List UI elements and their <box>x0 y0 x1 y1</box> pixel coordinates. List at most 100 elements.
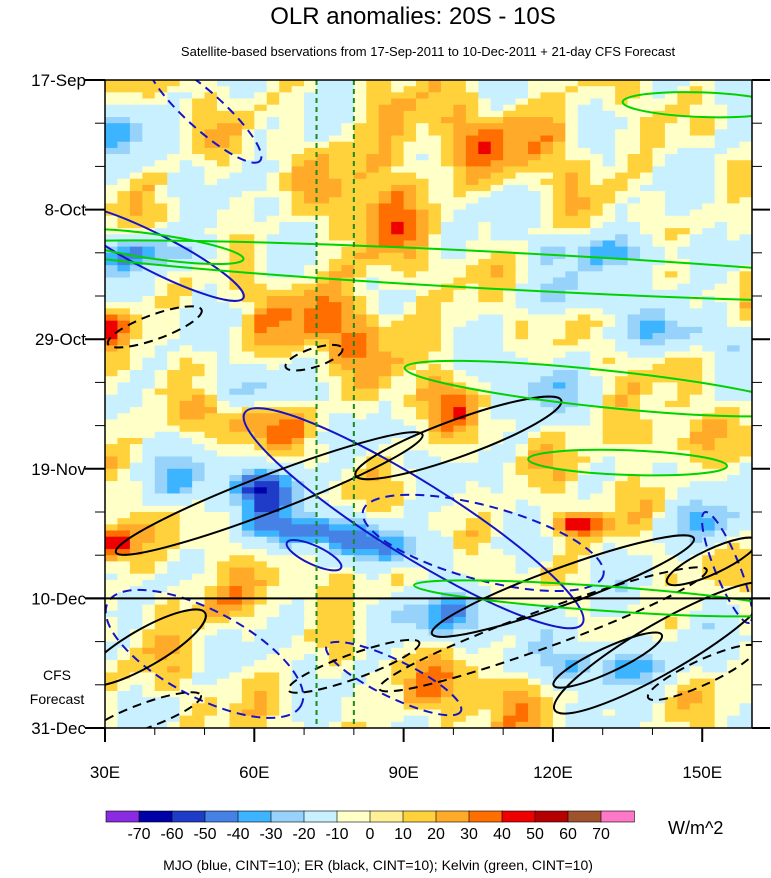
heatmap-cell <box>540 129 554 137</box>
heatmap-cell <box>590 228 604 235</box>
heatmap-cell <box>540 616 554 624</box>
heatmap-cell <box>129 376 143 383</box>
heatmap-cell <box>416 302 430 309</box>
heatmap-cell <box>129 518 143 525</box>
heatmap-cell <box>391 592 405 599</box>
heatmap-cell <box>640 394 654 402</box>
heatmap-cell <box>528 444 542 451</box>
heatmap-cell <box>602 456 616 464</box>
heatmap-cell <box>328 376 342 383</box>
heatmap-cell <box>117 567 131 575</box>
heatmap-cell <box>291 98 305 106</box>
heatmap-cell <box>105 228 119 235</box>
heatmap-cell <box>465 549 479 556</box>
heatmap-cell <box>366 419 380 427</box>
heatmap-cell <box>677 567 691 575</box>
heatmap-cell <box>216 629 231 637</box>
heatmap-cell <box>341 289 355 297</box>
heatmap-cell <box>167 184 181 192</box>
heatmap-cell <box>154 382 168 390</box>
heatmap-cell <box>105 184 119 192</box>
heatmap-cell <box>216 221 231 229</box>
heatmap-cell <box>652 382 666 390</box>
heatmap-cell <box>105 221 119 229</box>
heatmap-cell <box>179 413 193 421</box>
heatmap-cell <box>167 203 181 211</box>
heatmap-cell <box>478 98 492 106</box>
heatmap-cell <box>478 586 492 593</box>
heatmap-cell <box>615 80 629 87</box>
heatmap-cell <box>465 635 479 643</box>
heatmap-cell <box>279 505 293 513</box>
heatmap-cell <box>640 579 654 587</box>
heatmap-cell <box>739 474 752 482</box>
heatmap-cell <box>689 376 703 383</box>
heatmap-cell <box>241 129 255 137</box>
heatmap-cell <box>105 382 119 390</box>
heatmap-cell <box>702 160 716 167</box>
heatmap-cell <box>179 610 193 618</box>
heatmap-cell <box>129 86 143 93</box>
heatmap-cell <box>105 252 119 260</box>
heatmap-cell <box>341 351 355 359</box>
heatmap-cell <box>204 388 218 396</box>
heatmap-cell <box>590 394 604 402</box>
heatmap-cell <box>129 221 143 229</box>
heatmap-cell <box>291 252 305 260</box>
heatmap-cell <box>142 92 156 100</box>
heatmap-cell <box>739 431 752 439</box>
heatmap-cell <box>615 444 629 451</box>
heatmap-cell <box>179 129 193 137</box>
heatmap-cell <box>391 320 405 328</box>
heatmap-cell <box>552 499 566 507</box>
heatmap-cell <box>515 320 529 328</box>
heatmap-cell <box>739 240 752 248</box>
heatmap-cell <box>565 382 579 390</box>
heatmap-cell <box>378 302 392 309</box>
heatmap-cell <box>304 542 318 550</box>
heatmap-cell <box>416 339 430 346</box>
heatmap-cell <box>689 92 703 100</box>
heatmap-cell <box>739 542 752 550</box>
heatmap-cell <box>702 147 716 155</box>
heatmap-cell <box>167 147 181 155</box>
heatmap-cell <box>154 518 168 525</box>
heatmap-cell <box>453 468 467 476</box>
heatmap-cell <box>453 339 467 346</box>
heatmap-cell <box>142 388 156 396</box>
heatmap-cell <box>590 277 604 285</box>
heatmap-cell <box>465 92 479 100</box>
heatmap-cell <box>515 184 529 192</box>
heatmap-cell <box>241 228 255 235</box>
heatmap-cell <box>304 166 318 174</box>
heatmap-cell <box>664 160 678 167</box>
heatmap-cell <box>328 326 342 334</box>
heatmap-cell <box>328 666 342 674</box>
heatmap-cell <box>664 184 678 192</box>
heatmap-cell <box>640 549 654 556</box>
heatmap-cell <box>353 357 367 365</box>
heatmap-cell <box>627 400 641 408</box>
heatmap-cell <box>328 154 342 161</box>
heatmap-cell <box>129 444 143 451</box>
heatmap-cell <box>416 579 430 587</box>
heatmap-cell <box>316 660 330 667</box>
heatmap-cell <box>677 474 691 482</box>
heatmap-cell <box>689 456 703 464</box>
heatmap-cell <box>266 123 280 130</box>
heatmap-cell <box>328 561 342 569</box>
heatmap-cell <box>627 302 641 309</box>
heatmap-cell <box>391 86 405 93</box>
heatmap-cell <box>590 104 604 112</box>
heatmap-cell <box>565 333 579 340</box>
heatmap-cell <box>304 123 318 130</box>
heatmap-cell <box>428 592 442 599</box>
heatmap-cell <box>478 542 492 550</box>
heatmap-cell <box>453 604 467 612</box>
heatmap-cell <box>229 363 243 371</box>
heatmap-cell <box>279 586 293 593</box>
heatmap-cell <box>378 197 392 205</box>
heatmap-cell <box>316 92 330 100</box>
heatmap-cell <box>577 394 591 402</box>
heatmap-cell <box>129 394 143 402</box>
